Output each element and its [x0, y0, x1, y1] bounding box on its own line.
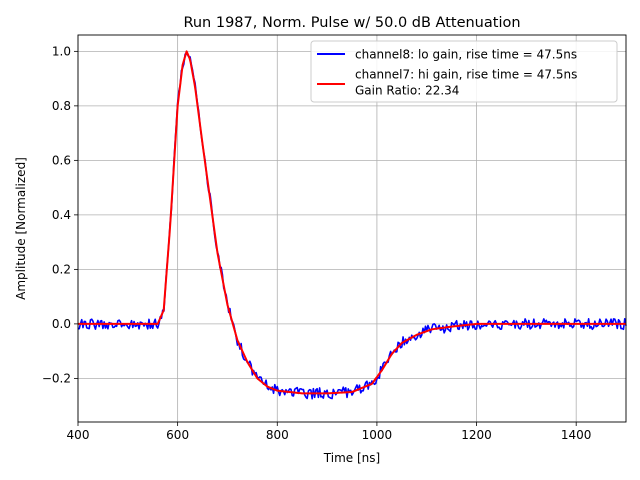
x-axis-label: Time [ns] — [323, 451, 380, 465]
legend: channel8: lo gain, rise time = 47.5ns ch… — [310, 40, 618, 103]
legend-label-channel8: channel8: lo gain, rise time = 47.5ns — [355, 48, 577, 62]
y-tick-label: 1.0 — [52, 45, 71, 59]
y-tick-label: 0.0 — [52, 317, 71, 331]
x-tick-label: 1000 — [362, 428, 393, 442]
x-tick-label: 400 — [67, 428, 90, 442]
ticks: 400 600 800 1000 1200 1400 −0.2 0.0 0.2 0.4 0.6 0.8… — [42, 45, 592, 442]
legend-label-channel7: channel7: hi gain, rise time = 47.5ns — [355, 68, 577, 82]
series-line-channel7 — [78, 50, 626, 395]
y-axis-label: Amplitude [Normalized] — [14, 157, 28, 300]
y-tick-label: 0.4 — [52, 208, 71, 222]
y-tick-label: 0.6 — [52, 154, 71, 168]
x-tick-label: 1200 — [461, 428, 492, 442]
y-tick-label: −0.2 — [42, 372, 71, 386]
y-tick-label: 0.2 — [52, 263, 71, 277]
chart-title: Run 1987, Norm. Pulse w/ 50.0 dB Attenua… — [183, 15, 520, 31]
axes-frame — [77, 34, 627, 423]
x-tick-label: 600 — [166, 428, 189, 442]
legend-box — [310, 40, 618, 103]
x-tick-label: 1400 — [561, 428, 592, 442]
series-layer — [77, 50, 627, 400]
legend-gain-ratio: Gain Ratio: 22.34 — [355, 84, 459, 98]
x-tick-label: 800 — [266, 428, 289, 442]
y-tick-label: 0.8 — [52, 99, 71, 113]
